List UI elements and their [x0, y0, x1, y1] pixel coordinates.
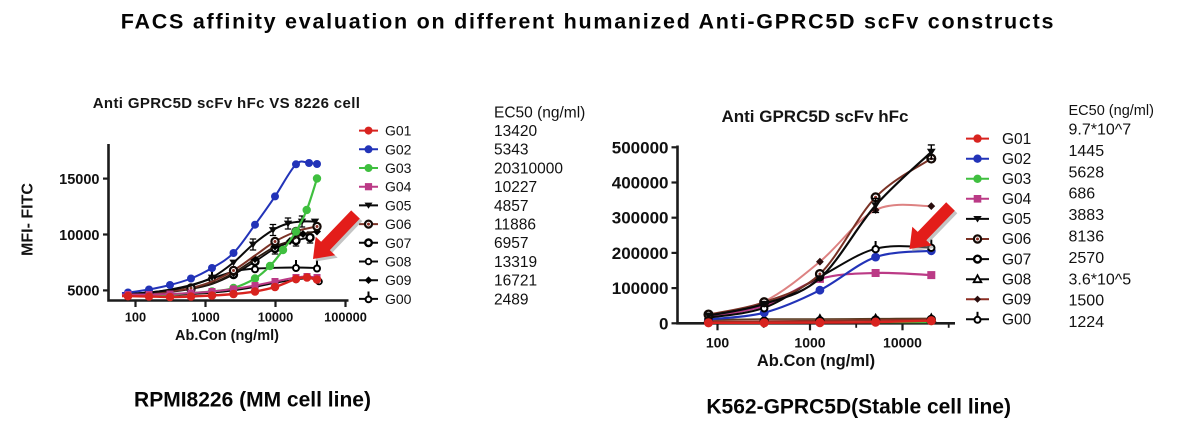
- svg-text:100000: 100000: [612, 279, 669, 298]
- svg-text:G03: G03: [385, 160, 412, 176]
- svg-text:G07: G07: [385, 235, 412, 251]
- svg-text:G04: G04: [385, 179, 412, 195]
- svg-text:0: 0: [659, 314, 668, 333]
- svg-text:G08: G08: [1002, 271, 1031, 288]
- svg-text:3.6*10^5: 3.6*10^5: [1069, 271, 1132, 288]
- svg-text:10227: 10227: [494, 179, 537, 196]
- svg-text:5628: 5628: [1069, 164, 1105, 181]
- svg-text:5343: 5343: [494, 142, 528, 159]
- svg-text:G00: G00: [385, 291, 412, 307]
- svg-text:4857: 4857: [494, 198, 528, 215]
- svg-text:G04: G04: [1002, 191, 1032, 208]
- svg-text:6957: 6957: [494, 235, 528, 252]
- svg-text:Ab.Con (ng/ml): Ab.Con (ng/ml): [175, 328, 279, 344]
- svg-text:300000: 300000: [612, 209, 669, 228]
- svg-text:11886: 11886: [494, 217, 536, 234]
- svg-text:EC50 (ng/ml): EC50 (ng/ml): [1069, 103, 1154, 119]
- svg-text:G03: G03: [1002, 171, 1031, 188]
- svg-text:Anti GPRC5D scFv hFc: Anti GPRC5D scFv hFc: [721, 107, 908, 126]
- svg-text:G06: G06: [1002, 231, 1031, 248]
- svg-text:Anti GPRC5D scFv hFc VS 8226: Anti GPRC5D scFv hFc VS 8226 cell: [93, 95, 360, 112]
- svg-text:1224: 1224: [1069, 314, 1105, 331]
- svg-text:15000: 15000: [59, 172, 99, 188]
- svg-text:G09: G09: [1002, 291, 1031, 308]
- svg-text:20310000: 20310000: [494, 160, 563, 177]
- svg-text:K562-GPRC5D(Stable cell line): K562-GPRC5D(Stable cell line): [706, 396, 1011, 419]
- svg-text:10000: 10000: [258, 310, 294, 325]
- svg-text:G05: G05: [1002, 211, 1031, 228]
- svg-text:G06: G06: [385, 216, 412, 232]
- svg-text:400000: 400000: [612, 174, 669, 193]
- svg-text:G01: G01: [385, 123, 412, 139]
- svg-text:1000: 1000: [794, 335, 825, 351]
- svg-text:2570: 2570: [1069, 250, 1105, 267]
- svg-text:G08: G08: [385, 254, 412, 270]
- svg-text:G02: G02: [385, 141, 412, 157]
- svg-text:200000: 200000: [612, 244, 669, 263]
- svg-text:1500: 1500: [1069, 293, 1105, 310]
- svg-text:RPMI8226 (MM cell line): RPMI8226 (MM cell line): [134, 389, 371, 412]
- svg-text:EC50 (ng/ml): EC50 (ng/ml): [494, 104, 585, 121]
- svg-text:Ab.Con (ng/ml): Ab.Con (ng/ml): [757, 352, 875, 370]
- svg-text:2489: 2489: [494, 291, 528, 308]
- svg-text:100: 100: [706, 335, 730, 351]
- svg-text:G00: G00: [1002, 312, 1032, 329]
- svg-text:MFI- FITC: MFI- FITC: [20, 183, 37, 256]
- svg-text:G01: G01: [1002, 131, 1031, 148]
- svg-text:G02: G02: [1002, 151, 1031, 168]
- svg-text:500000: 500000: [612, 138, 669, 157]
- svg-text:9.7*10^7: 9.7*10^7: [1069, 122, 1132, 139]
- svg-text:1445: 1445: [1069, 143, 1105, 160]
- svg-text:100000: 100000: [324, 310, 367, 325]
- svg-text:G07: G07: [1002, 251, 1031, 268]
- svg-text:10000: 10000: [59, 228, 99, 244]
- svg-text:13420: 13420: [494, 123, 537, 140]
- svg-text:13319: 13319: [494, 254, 537, 271]
- svg-text:686: 686: [1069, 186, 1096, 203]
- svg-text:5000: 5000: [67, 284, 99, 300]
- svg-text:G09: G09: [385, 272, 412, 288]
- svg-text:G05: G05: [385, 197, 412, 213]
- svg-text:FACS affinity evaluation on di: FACS affinity evaluation on different hu…: [121, 10, 1055, 34]
- svg-text:1000: 1000: [191, 310, 219, 325]
- svg-text:100: 100: [125, 310, 146, 325]
- svg-text:8136: 8136: [1069, 229, 1105, 246]
- svg-text:10000: 10000: [883, 335, 922, 351]
- svg-text:3883: 3883: [1069, 207, 1105, 224]
- svg-text:16721: 16721: [494, 273, 537, 290]
